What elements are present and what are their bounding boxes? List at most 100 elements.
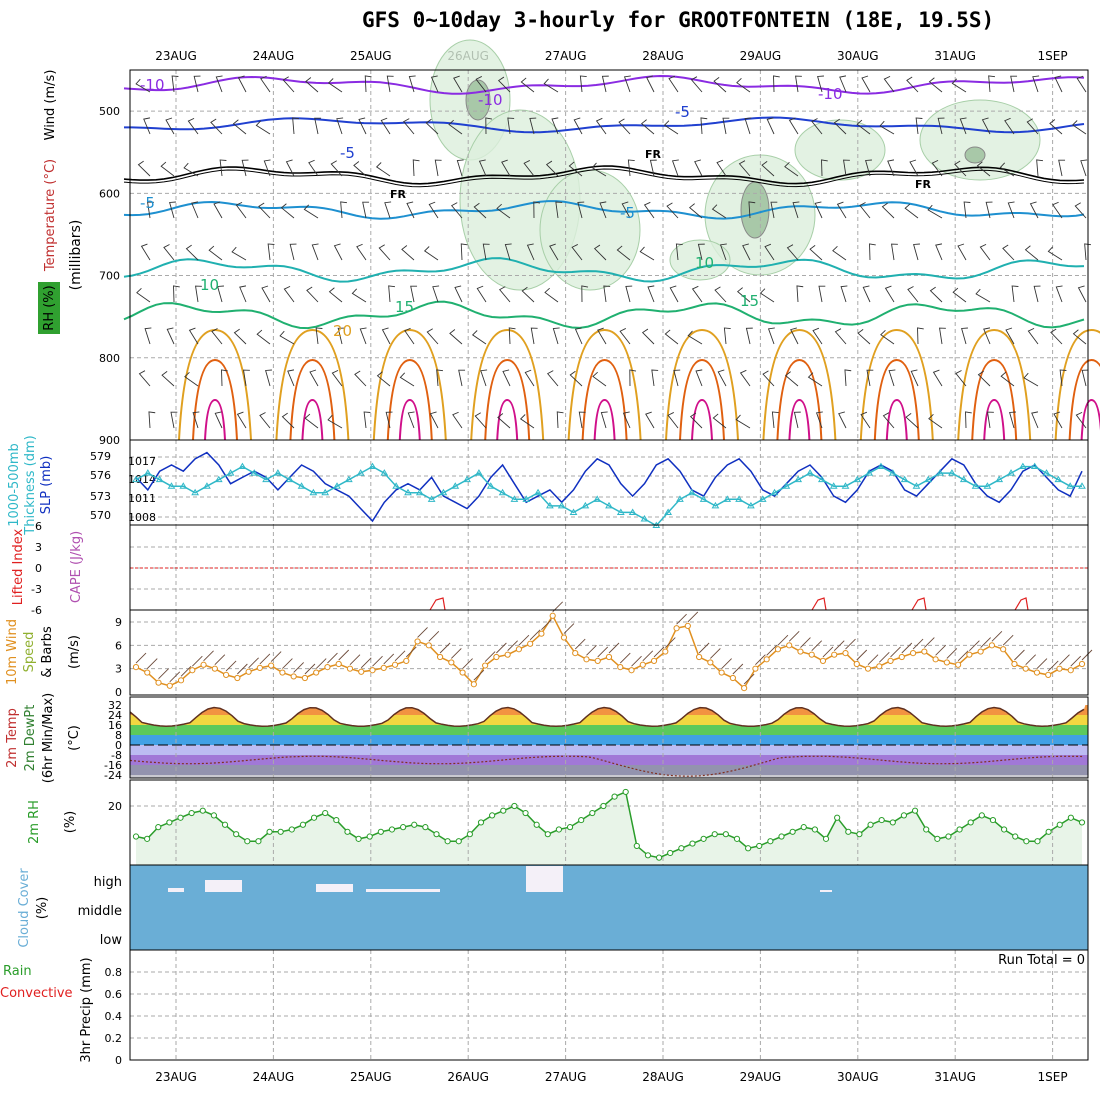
- wind-barb: [1080, 159, 1088, 177]
- wind-barb: [736, 287, 751, 303]
- wind-barb: [1007, 201, 1015, 219]
- wind-barb: [766, 117, 775, 135]
- wind10m-speed-series-point: [425, 642, 432, 649]
- rh2m-series-point: [277, 828, 284, 835]
- rh2m-series-point: [689, 840, 696, 847]
- isotherm-25-lobe: [1068, 358, 1100, 441]
- wind10m-barb: [507, 640, 518, 651]
- thickness-series-point: [1007, 469, 1015, 476]
- wind10m-barb: [451, 648, 462, 659]
- thickness-series-point: [226, 469, 235, 476]
- rh2m-series-point: [878, 816, 885, 824]
- wind-barb: [965, 411, 972, 429]
- wind-barb: [378, 244, 391, 261]
- isotherm-10: [123, 257, 1085, 283]
- wind-barb: [645, 411, 655, 429]
- wind-barb: [745, 327, 753, 345]
- wind10m-barb: [935, 645, 946, 656]
- wind-barb: [460, 243, 468, 261]
- wind-barb: [987, 411, 994, 429]
- wind10m-barb: [293, 662, 304, 673]
- thickness-series-point: [534, 488, 542, 496]
- wind-barb: [188, 327, 199, 345]
- wind-barb: [480, 369, 488, 387]
- wind-barb: [555, 201, 563, 219]
- wind10m-barb: [845, 638, 856, 650]
- wind-barb: [533, 201, 541, 219]
- wind10m-barb: [146, 658, 158, 669]
- wind-barb: [169, 201, 176, 219]
- wind-barb: [1055, 285, 1063, 303]
- thickness-series-point: [309, 488, 318, 496]
- wind-barb: [574, 327, 583, 345]
- wind-barb: [304, 413, 319, 429]
- rh2m-series-point: [233, 831, 240, 838]
- thickness-series-point: [214, 475, 223, 483]
- date-label-top: 29AUG: [740, 49, 782, 63]
- wind10m-barb: [833, 640, 845, 651]
- thickness-series-point: [817, 475, 826, 483]
- wind-barb: [961, 327, 968, 345]
- wind-barb: [521, 286, 535, 303]
- thickness-series-point: [605, 501, 613, 509]
- wind10m-tick-label: 0: [115, 686, 122, 699]
- wind-barb: [428, 201, 439, 219]
- thickness-series-point: [498, 488, 507, 496]
- wind10m-barb: [980, 637, 991, 648]
- wind-barb: [571, 244, 583, 261]
- rh2m-series-point: [1023, 838, 1030, 845]
- wind-barb: [939, 327, 946, 345]
- thickness-series-point: [924, 475, 933, 483]
- slp-tick-label: 1011: [128, 492, 156, 505]
- wind-barb: [736, 78, 751, 93]
- thickness-tick-label: 570: [90, 509, 111, 522]
- wind-barb: [641, 328, 655, 345]
- wind-barb: [904, 203, 919, 219]
- wind10m-axis-title-a: 10m Wind: [5, 619, 20, 685]
- wind-barb: [1026, 118, 1039, 135]
- wind-barb: [1010, 75, 1018, 93]
- wind-barb: [821, 159, 828, 177]
- rh2m-series-point: [500, 807, 507, 814]
- wind-barb: [507, 117, 515, 135]
- wind-barb: [526, 243, 535, 261]
- wind10m-speed-series-point: [222, 671, 230, 678]
- wind-barb: [767, 327, 775, 345]
- wind-barb: [263, 159, 271, 177]
- wind-barb: [285, 159, 295, 177]
- wind10m-barb: [766, 645, 777, 656]
- rh2m-axis-title-a: 2m RH: [27, 800, 42, 844]
- wind10m-barb: [191, 655, 203, 667]
- wind-barb: [792, 201, 800, 219]
- wind-barb: [1027, 327, 1039, 345]
- wind10m-barb: [541, 619, 552, 630]
- wind-barb: [836, 201, 847, 219]
- wind-barb: [160, 161, 175, 177]
- temp2m-axis-title-d: (°C): [67, 725, 82, 751]
- wind-barb: [1023, 372, 1039, 387]
- thickness-series-point: [262, 475, 270, 483]
- isotherm-label: -5: [140, 194, 155, 212]
- rh2m-series-point: [811, 826, 818, 833]
- wind10m-speed-series-point: [572, 650, 579, 657]
- wind-barb: [362, 201, 370, 219]
- wind-barb: [687, 330, 703, 345]
- wind-barb: [399, 372, 415, 387]
- wind-barb: [543, 78, 559, 93]
- wind10m-barb: [710, 648, 721, 659]
- wind-barb: [195, 285, 202, 303]
- date-label-bottom: 1SEP: [1038, 1070, 1068, 1084]
- wind10m-speed-series-point: [538, 630, 545, 637]
- wind-barb: [497, 76, 511, 93]
- page-title: GFS 0~10day 3-hourly for GROOTFONTEIN (1…: [362, 8, 995, 32]
- wind-barb: [482, 243, 490, 261]
- rh-axis-title: RH (%): [42, 285, 57, 330]
- wind10m-barb: [1070, 655, 1082, 667]
- rh2m-series-point: [956, 826, 963, 833]
- rh2m-series-point: [132, 833, 140, 840]
- thickness-tick-label: 576: [90, 469, 111, 482]
- wind-barb: [840, 285, 848, 303]
- temp-band: [130, 775, 1088, 778]
- rh2m-series-point: [644, 852, 652, 859]
- rh2m-series-point: [244, 838, 251, 845]
